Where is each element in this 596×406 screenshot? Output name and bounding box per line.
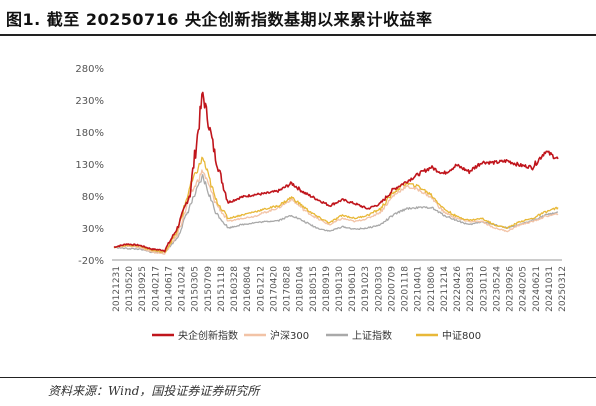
x-tick-label: 20240621	[532, 266, 542, 312]
source-note: 资料来源：Wind，国投证券证券研究所	[48, 384, 260, 398]
series-line	[113, 173, 559, 254]
chart-title: 图1. 截至 20250716 央企创新指数基期以来累计收益率	[6, 10, 433, 29]
x-tick-label: 20151118	[217, 266, 227, 312]
x-tick-label: 20180515	[309, 266, 319, 312]
x-tick-label: 20150709	[204, 266, 214, 312]
x-tick-label: 20150305	[191, 266, 201, 312]
x-tick-label: 20220426	[453, 266, 463, 312]
y-tick-label: 30%	[82, 224, 104, 235]
x-tick-label: 20190130	[335, 266, 345, 312]
source-rule	[0, 377, 596, 378]
x-tick-label: 20210806	[427, 266, 437, 312]
x-tick-label: 20200709	[387, 266, 397, 312]
series-line	[113, 91, 559, 253]
x-axis: 20121231 20130520 20130925 20140217 20140617…	[112, 259, 568, 312]
x-tick-label: 20170828	[283, 266, 293, 312]
series-lines	[113, 91, 559, 255]
y-tick-label: 80%	[82, 192, 104, 203]
series-line	[113, 156, 559, 253]
y-axis: -20% 30% 80% 130% 180% 230% 280%	[75, 64, 104, 267]
x-tick-label: 20140617	[164, 266, 174, 312]
x-tick-label: 20140217	[151, 266, 161, 312]
x-tick-label: 20201118	[401, 266, 411, 312]
legend: 央企创新指数 沪深300 上证指数 中证800	[152, 329, 481, 342]
x-tick-label: 20230110	[479, 266, 489, 312]
x-tick-label: 20240205	[519, 266, 529, 312]
x-tick-label: 20211214	[440, 266, 450, 312]
y-tick-label: -20%	[78, 256, 104, 267]
x-tick-label: 20190610	[348, 266, 358, 312]
x-tick-label: 20180919	[322, 266, 332, 312]
x-tick-label: 20210401	[414, 266, 424, 312]
x-tick-label: 20160328	[230, 266, 240, 312]
x-tick-label: 20170420	[269, 266, 279, 312]
x-tick-label: 20250312	[558, 266, 568, 312]
x-tick-label: 20241031	[545, 266, 555, 312]
y-tick-label: 130%	[75, 160, 104, 171]
series-line	[113, 169, 559, 255]
x-tick-label: 20130925	[138, 266, 148, 312]
legend-label: 上证指数	[352, 329, 392, 342]
x-tick-label: 20230524	[492, 266, 502, 312]
x-tick-label: 20200303	[374, 266, 384, 312]
legend-label: 央企创新指数	[178, 329, 238, 342]
x-tick-label: 20191023	[361, 266, 371, 312]
x-tick-label: 20161212	[256, 266, 266, 312]
y-tick-label: 230%	[75, 96, 104, 107]
y-tick-label: 180%	[75, 128, 104, 139]
legend-label: 沪深300	[270, 329, 309, 342]
x-tick-label: 20141024	[178, 266, 188, 312]
x-tick-label: 20230926	[506, 266, 516, 312]
x-tick-label: 20130520	[125, 266, 135, 312]
x-tick-label: 20220831	[466, 266, 476, 312]
x-tick-label: 20160804	[243, 266, 253, 312]
title-rule	[0, 34, 596, 36]
x-tick-label: 20180104	[296, 266, 306, 312]
legend-label: 中证800	[442, 329, 481, 342]
y-tick-label: 280%	[75, 64, 104, 75]
x-tick-label: 20121231	[112, 266, 122, 312]
